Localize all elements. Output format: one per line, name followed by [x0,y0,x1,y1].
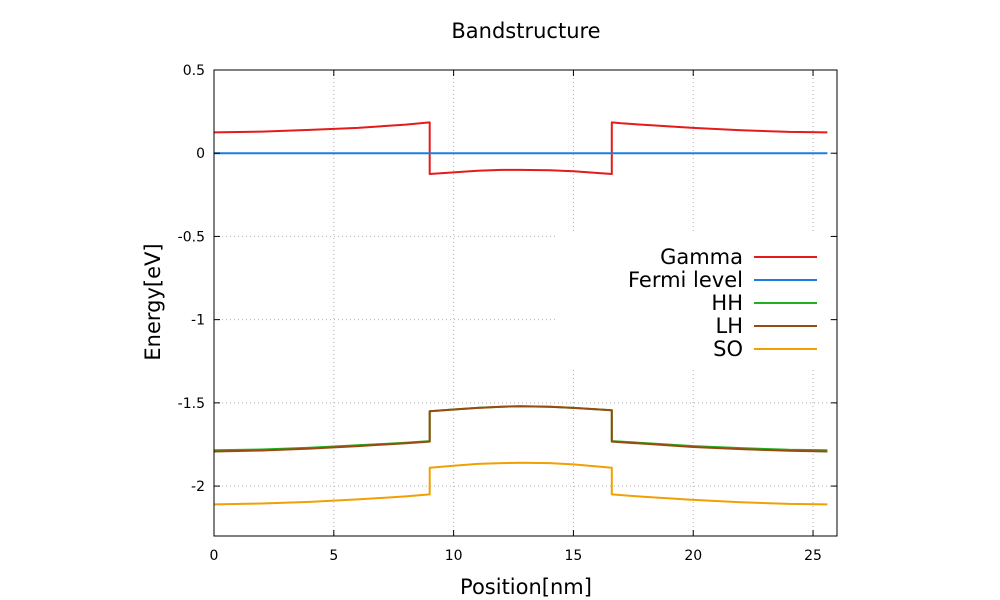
legend-label-so: SO [713,337,743,361]
y-tick-label: -1.5 [178,396,205,412]
series-line-hh [213,405,828,452]
y-tick-label: 0.5 [183,63,205,79]
legend-label-hh: HH [711,291,743,315]
legend-label-lh: LH [716,314,744,338]
x-tick-label: 25 [804,548,822,564]
chart-title: Bandstructure [451,19,600,43]
axis-ticks: 0 5 10 15 20 25 0.5 0 -0.5 -1 -1.5 -2 [178,63,837,564]
legend-background [558,232,828,370]
y-tick-label: 0 [196,146,205,162]
y-tick-label: -1 [191,313,205,329]
x-tick-label: 0 [210,548,219,564]
x-tick-label: 10 [445,548,463,564]
series-line-so [213,461,828,506]
y-tick-label: -0.5 [178,229,205,245]
plot-frame [213,69,838,537]
legend-label-gamma: Gamma [660,245,743,269]
y-tick-label: -2 [191,479,205,495]
series-line-gamma [213,121,828,175]
y-axis-label: Energy[eV] [141,243,165,360]
plot-series [213,121,828,506]
x-tick-label: 5 [329,548,338,564]
legend-label-fermi-level: Fermi level [628,268,743,292]
x-tick-label: 20 [684,548,702,564]
x-tick-label: 15 [565,548,583,564]
x-axis-label: Position[nm] [460,575,592,599]
series-line-lh [213,405,828,453]
